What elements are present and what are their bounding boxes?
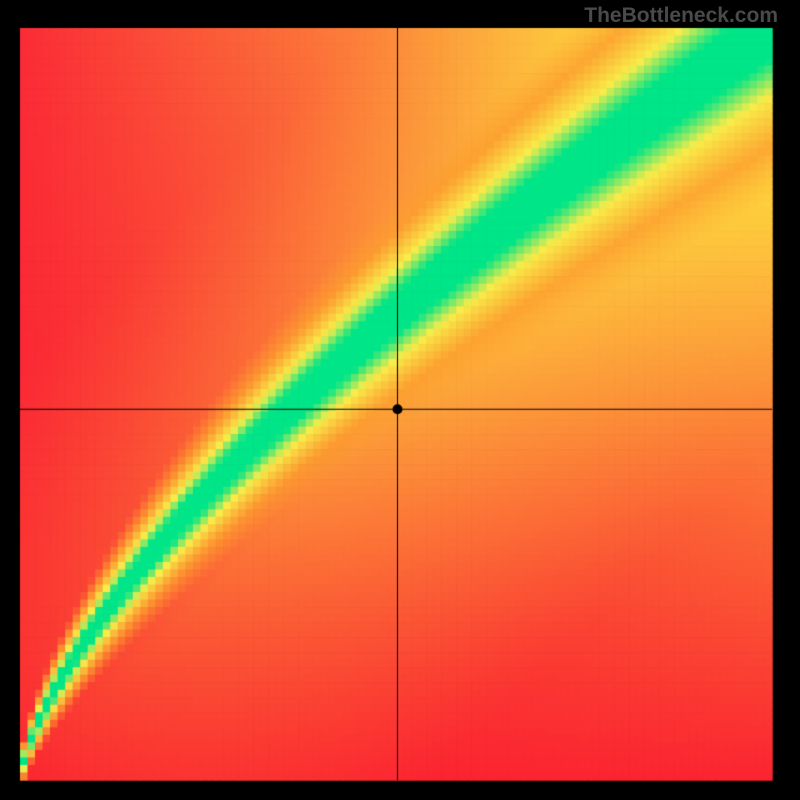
chart-container: TheBottleneck.com (0, 0, 800, 800)
watermark-text: TheBottleneck.com (584, 4, 778, 28)
bottleneck-heatmap (0, 0, 800, 800)
